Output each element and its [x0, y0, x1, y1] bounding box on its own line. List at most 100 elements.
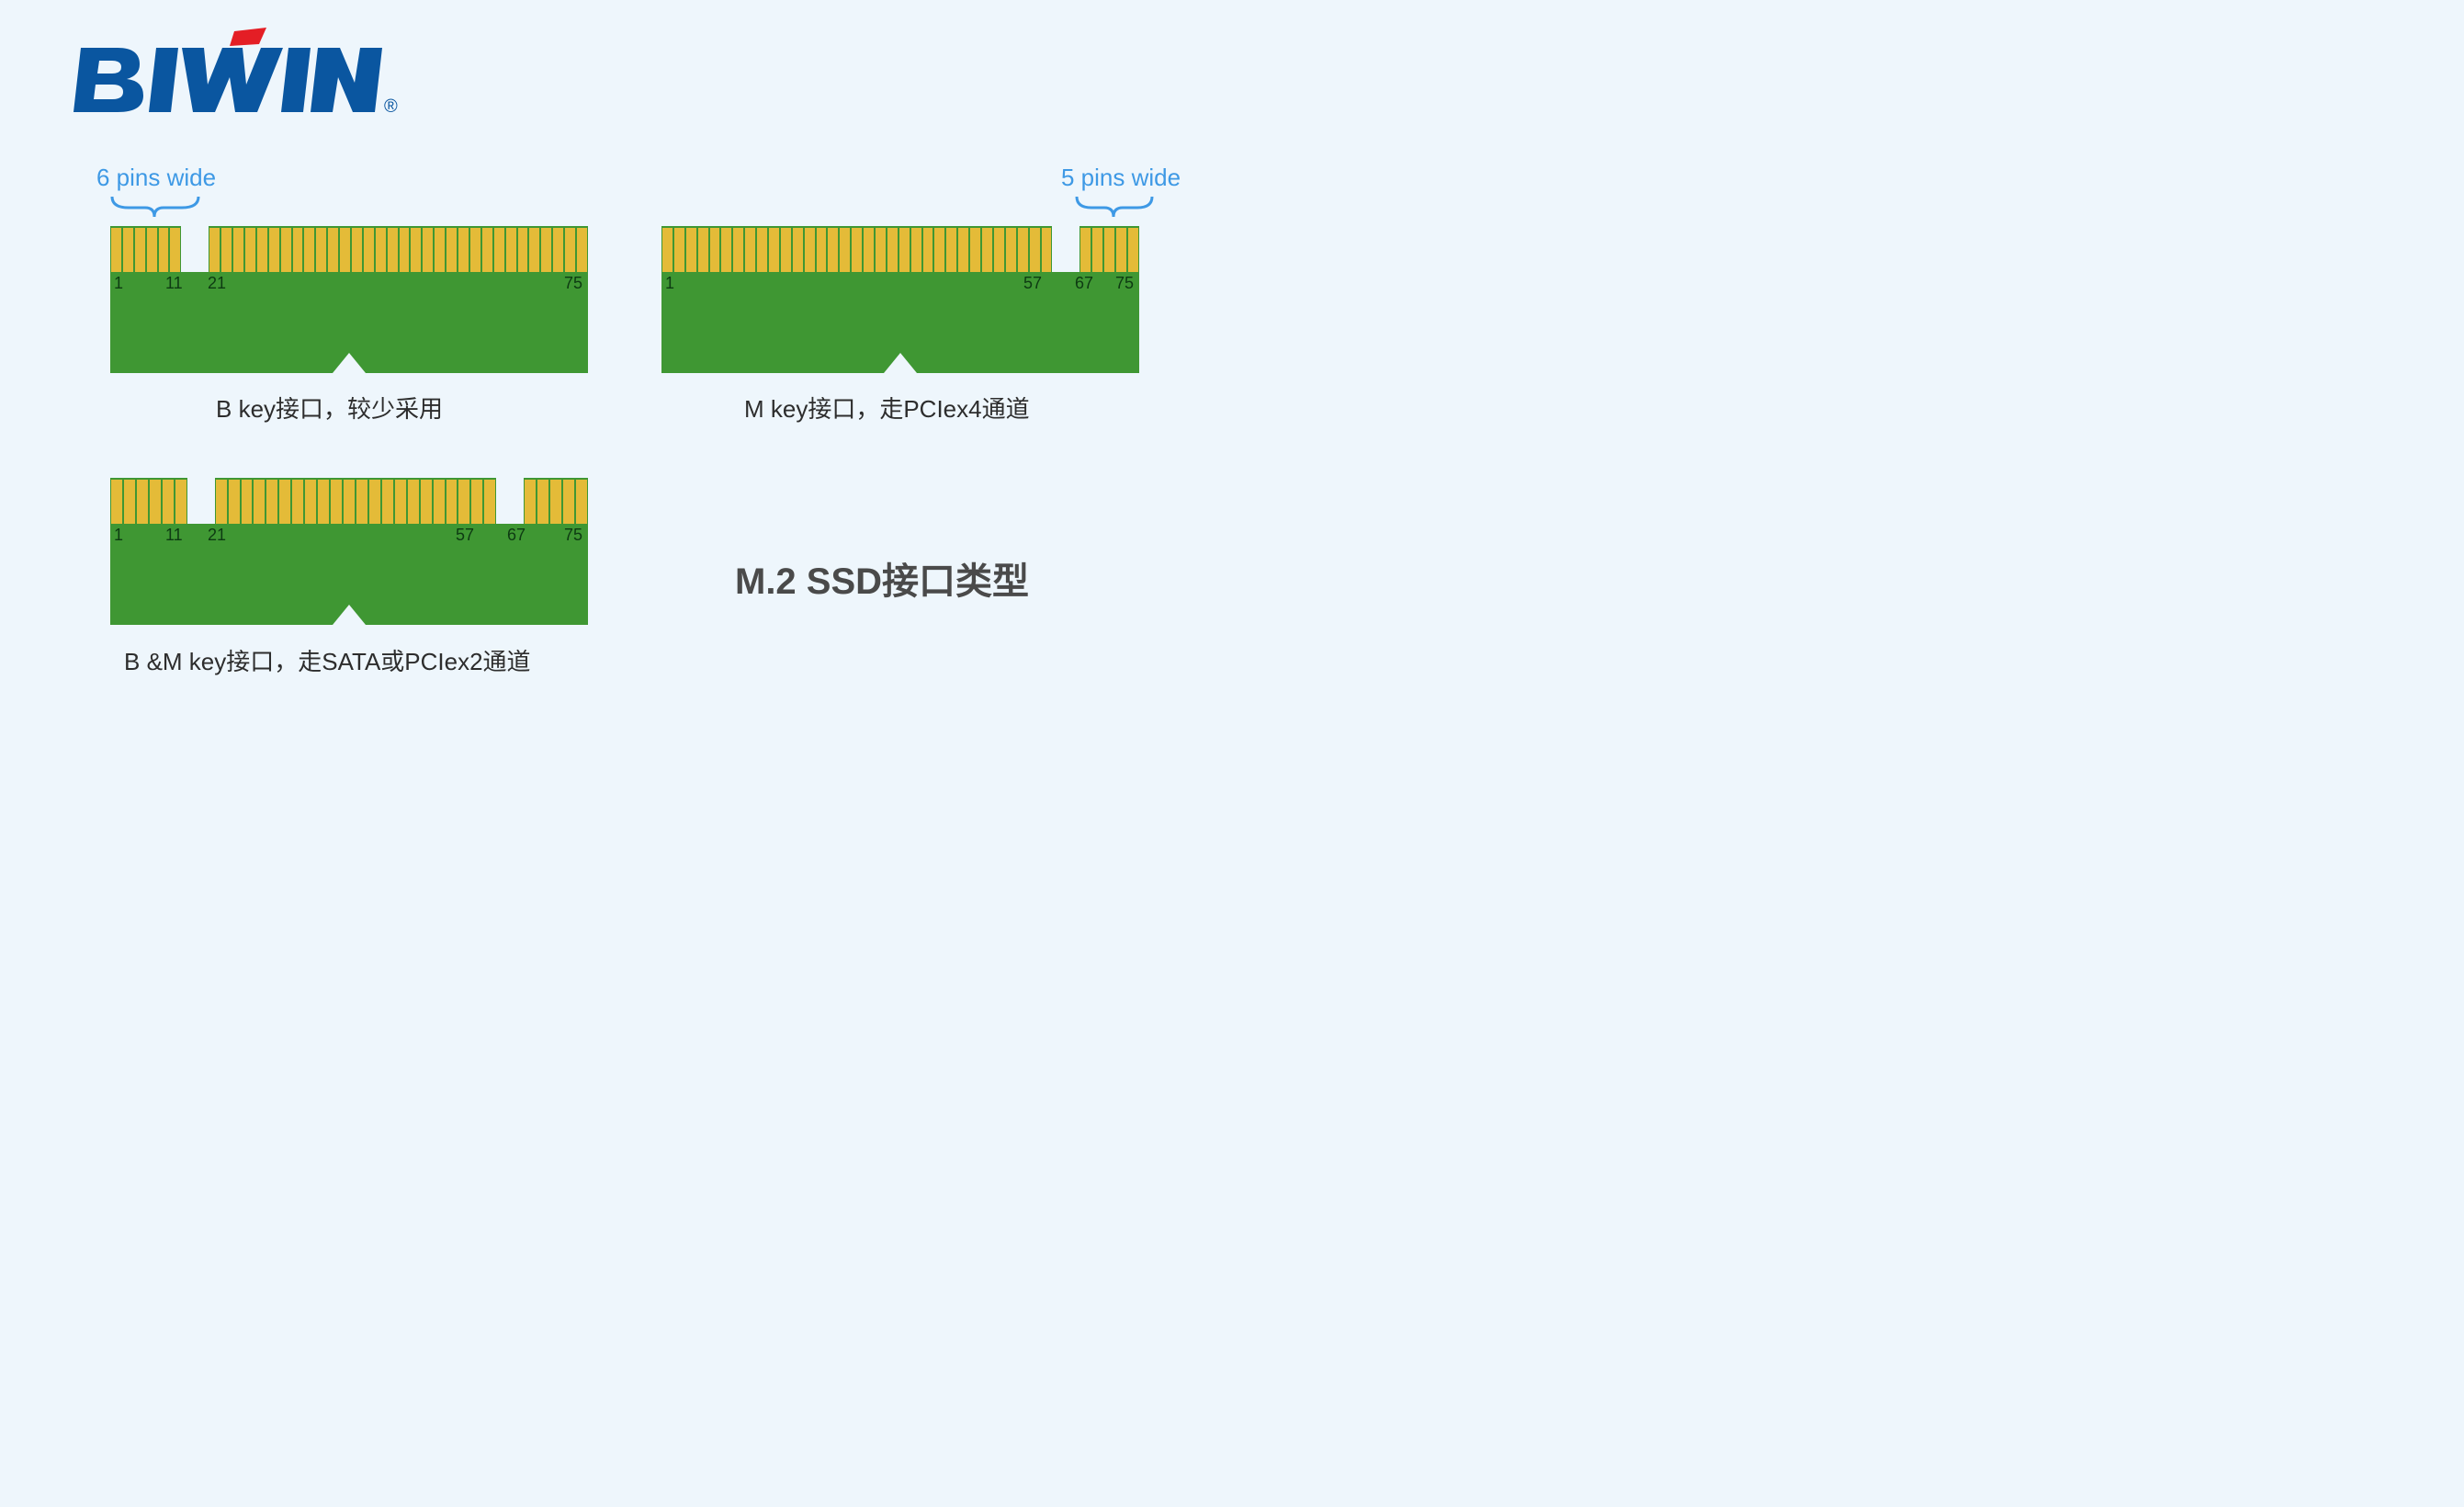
- connector-pin: [673, 226, 685, 272]
- connector-pin: [387, 226, 399, 272]
- connector-pin: [562, 478, 575, 524]
- connector-pin: [446, 478, 458, 524]
- connector-pin: [981, 226, 993, 272]
- connector-pin: [317, 478, 330, 524]
- connector-pin: [356, 478, 368, 524]
- connector-pin: [564, 226, 576, 272]
- connector-pin: [768, 226, 780, 272]
- connector-pin: [280, 226, 292, 272]
- key-notch: [1052, 226, 1079, 272]
- connector-pin: [253, 478, 266, 524]
- connector-pin: [458, 226, 469, 272]
- bm-key-caption: B &M key接口，走SATA或PCIex2通道: [124, 643, 531, 677]
- connector-pin: [433, 478, 446, 524]
- right-bracket: [1075, 195, 1158, 222]
- connector-pin: [146, 226, 158, 272]
- connector-pin: [1041, 226, 1053, 272]
- connector-pin: [394, 478, 407, 524]
- connector-pin: [945, 226, 957, 272]
- connector-pin: [537, 478, 549, 524]
- pointer-triangle: [884, 353, 917, 373]
- connector-pin: [266, 478, 278, 524]
- connector-pin: [540, 226, 552, 272]
- connector-pin: [1127, 226, 1139, 272]
- connector-pin: [410, 226, 422, 272]
- connector-pin: [256, 226, 268, 272]
- connector-pin: [228, 478, 241, 524]
- connector-pin: [887, 226, 899, 272]
- b-key-connector: 1 11 21 75: [110, 226, 588, 373]
- connector-pin: [756, 226, 768, 272]
- connector-pin: [220, 226, 232, 272]
- connector-pin: [933, 226, 945, 272]
- connector-pin: [969, 226, 981, 272]
- connector-pin: [709, 226, 721, 272]
- connector-pin: [158, 226, 170, 272]
- connector-pin: [343, 478, 356, 524]
- connector-pin: [575, 478, 588, 524]
- connector-pin: [839, 226, 851, 272]
- connector-pin: [110, 478, 123, 524]
- connector-pin: [470, 478, 483, 524]
- connector-pin: [292, 226, 304, 272]
- connector-pin: [957, 226, 969, 272]
- connector-pin: [863, 226, 875, 272]
- connector-pin: [922, 226, 934, 272]
- connector-pin: [351, 226, 363, 272]
- connector-pin: [122, 226, 134, 272]
- connector-pin: [303, 226, 315, 272]
- connector-pin: [552, 226, 564, 272]
- connector-pin: [315, 226, 327, 272]
- connector-pin: [483, 478, 496, 524]
- connector-pin: [1115, 226, 1127, 272]
- connector-pin: [517, 226, 529, 272]
- connector-pin: [481, 226, 493, 272]
- connector-pin: [422, 226, 434, 272]
- connector-pin: [407, 478, 420, 524]
- connector-pin: [661, 226, 673, 272]
- connector-pin: [327, 226, 339, 272]
- connector-pin: [732, 226, 744, 272]
- connector-pin: [110, 226, 122, 272]
- connector-pin: [875, 226, 887, 272]
- biwin-logo: ®: [73, 28, 404, 124]
- connector-pin: [420, 478, 433, 524]
- connector-pin: [381, 478, 394, 524]
- connector-pin: [720, 226, 732, 272]
- connector-pin: [804, 226, 816, 272]
- connector-pin: [816, 226, 828, 272]
- connector-pin: [827, 226, 839, 272]
- right-pins-label: 5 pins wide: [1061, 164, 1181, 192]
- connector-pin: [528, 226, 540, 272]
- connector-pin: [1029, 226, 1041, 272]
- connector-pin: [363, 226, 375, 272]
- key-notch: [181, 226, 209, 272]
- connector-pin: [134, 226, 146, 272]
- connector-pin: [1091, 226, 1103, 272]
- connector-pin: [792, 226, 804, 272]
- connector-pin: [697, 226, 709, 272]
- connector-pin: [780, 226, 792, 272]
- connector-pin: [244, 226, 256, 272]
- connector-pin: [434, 226, 446, 272]
- registered-mark: ®: [384, 96, 398, 117]
- connector-pin: [851, 226, 863, 272]
- pointer-triangle: [333, 605, 366, 625]
- connector-pin: [232, 226, 244, 272]
- bm-key-connector: 1 11 21 57 67 75: [110, 478, 588, 625]
- key-notch: [496, 478, 524, 524]
- connector-pin: [469, 226, 481, 272]
- connector-pin: [175, 478, 187, 524]
- connector-pin: [899, 226, 910, 272]
- connector-pin: [685, 226, 697, 272]
- pointer-triangle: [333, 353, 366, 373]
- key-notch: [187, 478, 215, 524]
- connector-pin: [1017, 226, 1029, 272]
- connector-pin: [1005, 226, 1017, 272]
- left-pins-label: 6 pins wide: [96, 164, 216, 192]
- connector-pin: [576, 226, 588, 272]
- connector-pin: [368, 478, 381, 524]
- connector-pin: [136, 478, 149, 524]
- connector-pin: [549, 478, 562, 524]
- connector-pin: [375, 226, 387, 272]
